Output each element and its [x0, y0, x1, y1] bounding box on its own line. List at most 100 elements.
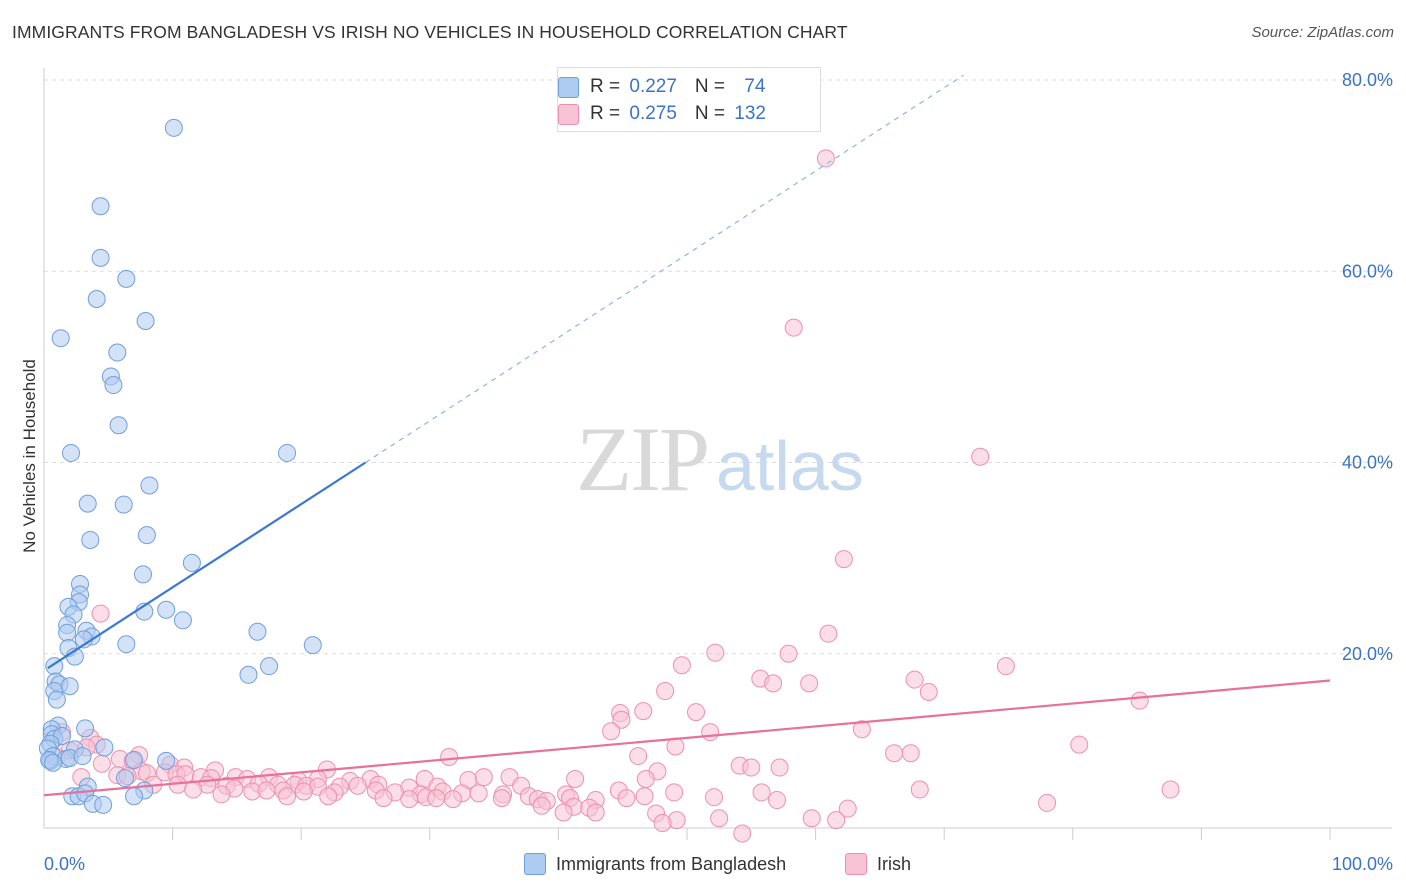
bangladesh-point — [78, 494, 97, 513]
bangladesh-point — [248, 622, 267, 641]
x-tick-label: 0.0% — [44, 854, 85, 874]
irish-point — [602, 722, 621, 741]
r-label: R = — [590, 103, 626, 124]
watermark-atlas: atlas — [716, 427, 864, 505]
bangladesh-point — [239, 665, 258, 684]
irish-point — [816, 149, 835, 168]
bangladesh-point — [117, 269, 136, 288]
bangladesh-point — [60, 677, 79, 696]
irish-point — [443, 790, 462, 809]
irish-point — [852, 720, 871, 739]
irish-point — [838, 799, 857, 818]
watermark: ZIP atlas — [576, 408, 864, 510]
irish-point — [834, 550, 853, 569]
irish-point — [91, 604, 110, 623]
trend-lines — [43, 74, 1331, 797]
irish-point — [901, 744, 920, 763]
bangladesh-point — [94, 795, 113, 814]
irish-trend-line — [43, 679, 1331, 797]
irish-point — [779, 644, 798, 663]
irish-point — [770, 758, 789, 777]
r-value: 0.275 — [629, 103, 677, 124]
bangladesh-point — [137, 526, 156, 545]
irish-point — [752, 783, 771, 802]
watermark-zip: ZIP — [576, 408, 708, 510]
irish-point — [819, 624, 838, 643]
legend-item-irish: Irish — [845, 852, 911, 876]
irish-point — [294, 782, 313, 801]
bangladesh-point — [58, 623, 77, 642]
irish-point — [554, 803, 573, 822]
irish-point — [919, 683, 938, 701]
y-tick-label: 20.0% — [1342, 644, 1393, 664]
bangladesh-trend-line — [47, 461, 367, 670]
blue-swatch — [524, 853, 546, 875]
r-label: R = — [590, 76, 626, 97]
irish-point — [92, 754, 111, 773]
chart-title: IMMIGRANTS FROM BANGLADESH VS IRISH NO V… — [12, 22, 848, 42]
n-value: 74 — [744, 76, 766, 97]
irish-point — [656, 682, 675, 701]
bangladesh-point — [81, 530, 100, 549]
irish-point — [705, 788, 724, 807]
x-tick-label: 100.0% — [1332, 854, 1393, 874]
irish-point — [427, 789, 446, 808]
irish-point — [629, 747, 648, 766]
n-label: N = — [694, 76, 731, 97]
stats-row-irish: R = 0.275 N = 132 — [558, 100, 766, 128]
irish-point — [905, 670, 924, 689]
y-tick-label: 40.0% — [1342, 453, 1393, 473]
bangladesh-point — [73, 747, 92, 766]
pink-swatch — [558, 104, 579, 125]
stats-legend: R = 0.227 N = 74 R = 0.275 N = 132 — [557, 67, 821, 132]
bangladesh-point — [164, 118, 183, 137]
bangladesh-point — [125, 787, 144, 806]
irish-point — [474, 768, 493, 787]
irish-point — [665, 783, 684, 802]
irish-point — [710, 809, 729, 828]
tick-labels: 20.0% 40.0% 60.0% 80.0% 0.0% 100.0% — [44, 70, 1393, 874]
bangladesh-point — [136, 311, 155, 330]
irish-point — [802, 809, 821, 828]
irish-point — [1070, 735, 1089, 754]
irish-point — [586, 803, 605, 822]
bangladesh-point — [117, 635, 136, 654]
irish-point — [492, 789, 511, 808]
irish-point — [1161, 780, 1180, 799]
irish-point — [910, 780, 929, 799]
irish-point — [764, 674, 783, 693]
irish-point — [469, 784, 488, 803]
irish-point — [687, 703, 706, 722]
irish-point — [784, 318, 803, 337]
irish-point — [440, 748, 459, 767]
irish-point — [733, 824, 752, 843]
irish-point — [400, 790, 419, 809]
bangladesh-point — [87, 289, 106, 308]
irish-point — [800, 674, 819, 693]
irish-point — [827, 811, 846, 830]
bangladesh-point — [76, 719, 95, 738]
bangladesh-point — [260, 657, 279, 676]
bangladesh-point — [182, 553, 201, 572]
bangladesh-point — [278, 443, 297, 462]
irish-point — [768, 791, 787, 810]
bangladesh-point — [95, 738, 114, 757]
bangladesh-point — [134, 565, 153, 584]
bangladesh-point — [51, 329, 70, 348]
bangladesh-point — [303, 636, 322, 655]
irish-point — [706, 643, 725, 662]
irish-point — [212, 785, 231, 804]
n-label: N = — [694, 103, 731, 124]
blue-swatch — [558, 77, 579, 98]
axes — [43, 68, 1392, 829]
bangladesh-point — [114, 495, 133, 514]
irish-point — [1130, 691, 1149, 710]
bangladesh-point — [173, 611, 192, 630]
bangladesh-point — [91, 248, 110, 267]
irish-point — [278, 787, 297, 806]
bangladesh-point — [108, 343, 127, 362]
legend-item-bangladesh: Immigrants from Bangladesh — [524, 852, 786, 876]
irish-point — [319, 787, 338, 806]
irish-point — [885, 744, 904, 763]
